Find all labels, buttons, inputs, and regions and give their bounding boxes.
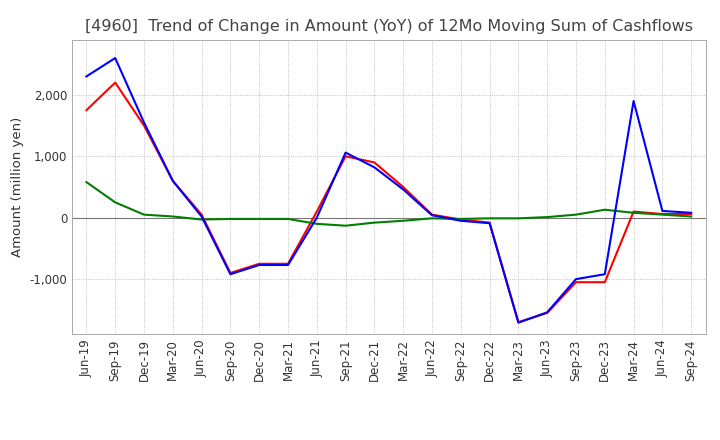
Operating Cashflow: [341, 154, 350, 159]
Operating Cashflow: [687, 211, 696, 216]
Operating Cashflow: [312, 209, 321, 214]
Operating Cashflow: [197, 212, 206, 217]
Operating Cashflow: [284, 261, 292, 266]
Free Cashflow: [168, 178, 177, 183]
Operating Cashflow: [456, 217, 465, 222]
Free Cashflow: [514, 320, 523, 325]
Investing Cashflow: [600, 207, 609, 213]
Free Cashflow: [284, 262, 292, 268]
Free Cashflow: [399, 187, 408, 192]
Investing Cashflow: [629, 210, 638, 216]
Free Cashflow: [226, 271, 235, 277]
Line: Investing Cashflow: Investing Cashflow: [86, 182, 691, 226]
Free Cashflow: [82, 74, 91, 79]
Investing Cashflow: [399, 218, 408, 224]
Operating Cashflow: [514, 319, 523, 325]
Free Cashflow: [456, 218, 465, 224]
Investing Cashflow: [370, 220, 379, 225]
Investing Cashflow: [140, 212, 148, 217]
Operating Cashflow: [600, 279, 609, 285]
Investing Cashflow: [312, 221, 321, 227]
Investing Cashflow: [485, 216, 494, 221]
Operating Cashflow: [629, 209, 638, 214]
Line: Operating Cashflow: Operating Cashflow: [86, 83, 691, 322]
Operating Cashflow: [82, 108, 91, 113]
Investing Cashflow: [456, 216, 465, 222]
Operating Cashflow: [255, 261, 264, 266]
Operating Cashflow: [399, 184, 408, 190]
Free Cashflow: [370, 165, 379, 170]
Free Cashflow: [255, 262, 264, 268]
Free Cashflow: [658, 208, 667, 213]
Investing Cashflow: [168, 214, 177, 219]
Operating Cashflow: [168, 178, 177, 183]
Free Cashflow: [687, 210, 696, 216]
Operating Cashflow: [658, 211, 667, 216]
Operating Cashflow: [543, 310, 552, 315]
Investing Cashflow: [197, 217, 206, 222]
Operating Cashflow: [226, 270, 235, 275]
Free Cashflow: [572, 276, 580, 282]
Investing Cashflow: [284, 216, 292, 222]
Operating Cashflow: [140, 123, 148, 128]
Investing Cashflow: [687, 214, 696, 219]
Investing Cashflow: [111, 200, 120, 205]
Free Cashflow: [543, 310, 552, 315]
Investing Cashflow: [226, 216, 235, 222]
Investing Cashflow: [514, 216, 523, 221]
Investing Cashflow: [543, 214, 552, 220]
Free Cashflow: [197, 214, 206, 219]
Investing Cashflow: [82, 180, 91, 185]
Free Cashflow: [111, 55, 120, 61]
Free Cashflow: [341, 150, 350, 155]
Y-axis label: Amount (million yen): Amount (million yen): [11, 117, 24, 257]
Free Cashflow: [600, 271, 609, 277]
Free Cashflow: [485, 220, 494, 226]
Investing Cashflow: [658, 212, 667, 217]
Free Cashflow: [312, 215, 321, 220]
Operating Cashflow: [572, 279, 580, 285]
Title: [4960]  Trend of Change in Amount (YoY) of 12Mo Moving Sum of Cashflows: [4960] Trend of Change in Amount (YoY) o…: [85, 19, 693, 34]
Operating Cashflow: [111, 80, 120, 85]
Free Cashflow: [140, 120, 148, 125]
Operating Cashflow: [428, 212, 436, 217]
Investing Cashflow: [341, 223, 350, 228]
Investing Cashflow: [255, 216, 264, 222]
Free Cashflow: [629, 99, 638, 104]
Operating Cashflow: [370, 160, 379, 165]
Investing Cashflow: [428, 216, 436, 221]
Investing Cashflow: [572, 212, 580, 217]
Free Cashflow: [428, 213, 436, 218]
Line: Free Cashflow: Free Cashflow: [86, 58, 691, 323]
Operating Cashflow: [485, 220, 494, 225]
